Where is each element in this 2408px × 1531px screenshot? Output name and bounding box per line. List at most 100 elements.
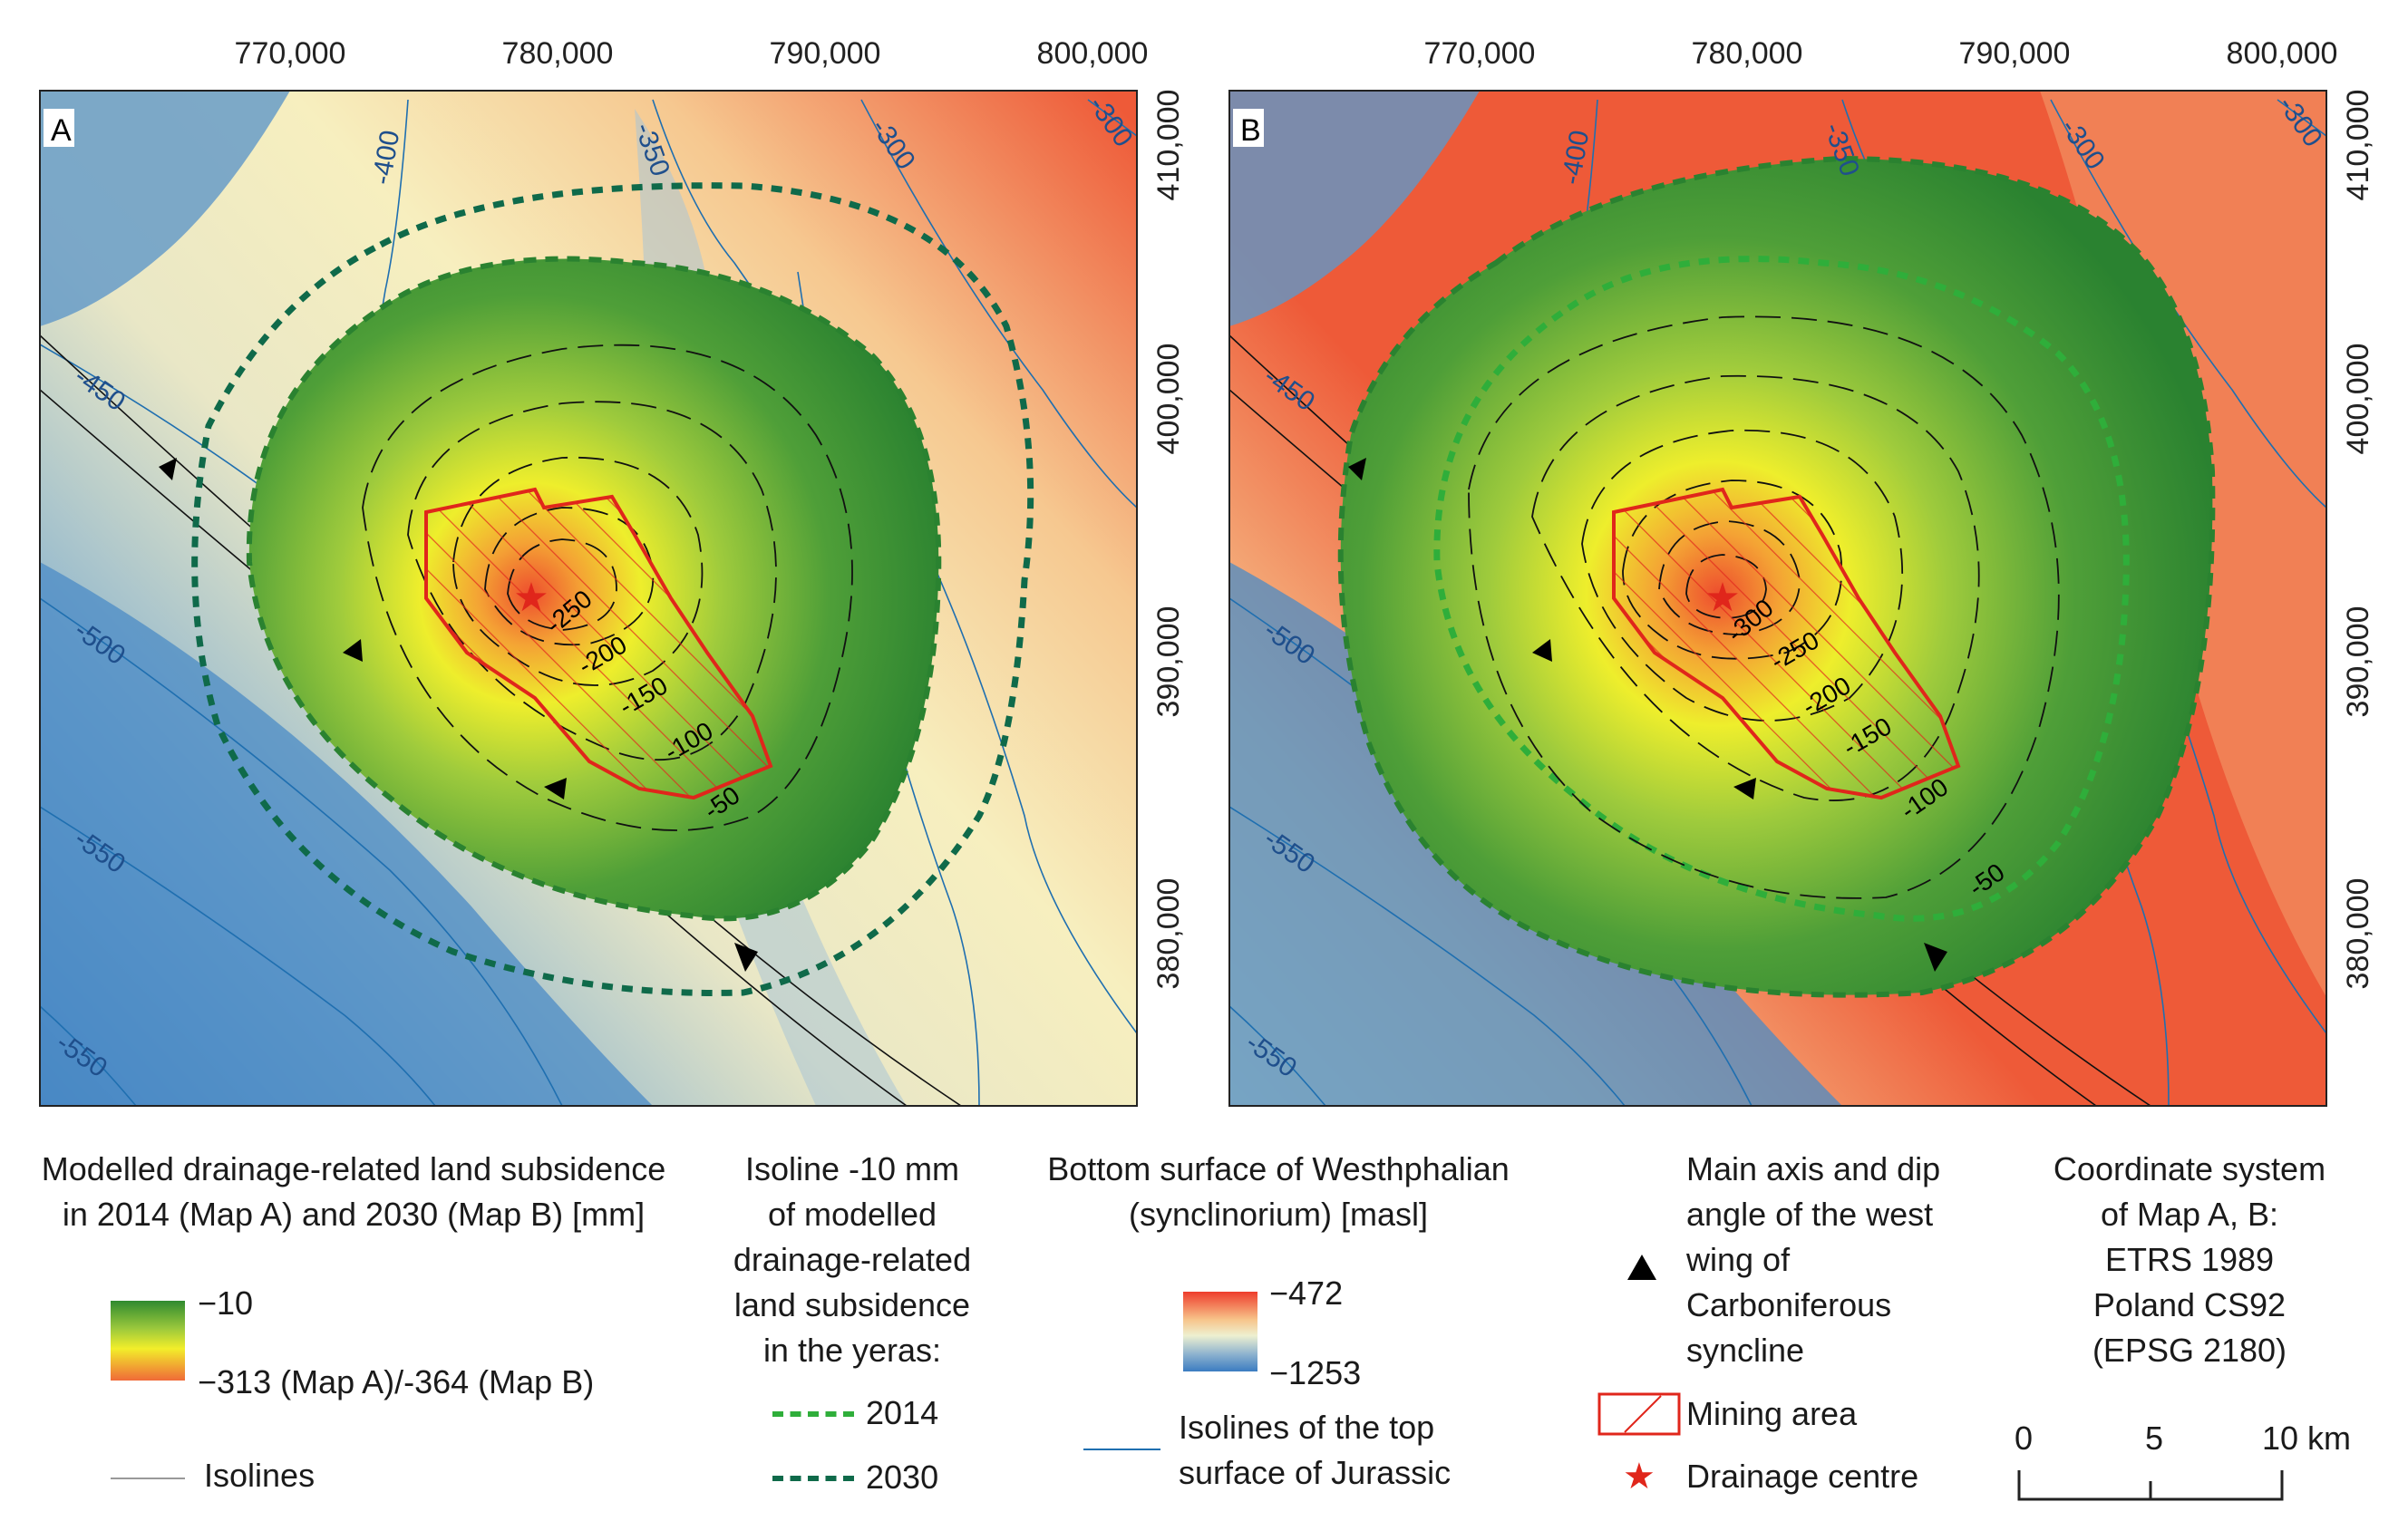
scale-10-label: 10 km xyxy=(2262,1420,2352,1457)
jurassic-isoline-300b-a xyxy=(1087,99,1137,137)
scale-bar xyxy=(2017,1470,2284,1501)
map-b: ★ B -400 -350 -300 -300 -450 -500 -550 -… xyxy=(1228,90,2328,1107)
axis-line-4: Carboniferous xyxy=(1686,1286,1892,1323)
scale-0-label: 0 xyxy=(2015,1420,2034,1457)
x-tick-800k-a: 800,000 xyxy=(1037,36,1149,71)
subsidence-min-label: −313 (Map A)/-364 (Map B) xyxy=(198,1363,595,1400)
isoline-10mm-2014-b xyxy=(1433,256,2130,922)
dip-triangle-b1 xyxy=(1348,458,1366,480)
isoline-2014-label: 2014 xyxy=(866,1394,939,1431)
coords-line-3: ETRS 1989 xyxy=(2104,1241,2275,1278)
subsidence-max-label: −10 xyxy=(198,1284,254,1322)
jurassic-isoline-300-b xyxy=(2050,99,2326,509)
isoline10-line-4: land subsidence xyxy=(733,1286,971,1323)
legend-features: Main axis and dip angle of the west wing… xyxy=(1686,1147,1958,1373)
westphalian-color-ramp xyxy=(1183,1292,1257,1371)
jurassic-isoline-550-b xyxy=(1229,806,1626,1106)
subsidence-isolines-swatch xyxy=(111,1478,185,1479)
map-b-label-box xyxy=(1233,109,1264,147)
axis-triangle-icon xyxy=(1627,1255,1656,1280)
map-a-label-box xyxy=(44,109,74,147)
y-tick-410k-b: 410,000 xyxy=(2341,90,2375,201)
jurassic-label-2: surface of Jurassic xyxy=(1179,1454,1452,1491)
legend-coords: Coordinate system of Map A, B: ETRS 1989… xyxy=(2040,1147,2339,1373)
isoline10-line-3: drainage-related xyxy=(733,1241,972,1278)
westphalian-low-a xyxy=(40,91,290,326)
isoline-2030-swatch xyxy=(772,1476,854,1481)
map-b-label: B xyxy=(1240,113,1261,148)
jurassic-isoline-300-a xyxy=(860,99,1137,509)
coords-line-1: Coordinate system xyxy=(2053,1150,2326,1187)
axis-line-5: syncline xyxy=(1686,1332,1805,1369)
x-tick-790k-a: 790,000 xyxy=(770,36,881,71)
jurassic-label-1: Isolines of the top xyxy=(1179,1409,1435,1446)
isoline-10mm-2030-a xyxy=(191,182,1034,996)
drainage-centre-star-a: ★ xyxy=(513,575,549,621)
subsidence-color-ramp xyxy=(111,1301,185,1381)
map-a-frame xyxy=(39,90,1138,1107)
axis-line-3: wing of xyxy=(1686,1241,1791,1278)
map-b-frame xyxy=(1228,90,2327,1107)
isoline10-line-1: Isoline -10 mm xyxy=(744,1150,960,1187)
x-tick-780k-b: 780,000 xyxy=(1692,36,1803,71)
mining-area-label: Mining area xyxy=(1686,1395,1858,1432)
coords-line-2: of Map A, B: xyxy=(2100,1196,2279,1233)
dip-triangle-b4 xyxy=(1924,943,1947,972)
westphalian-max-label: −472 xyxy=(1269,1274,1344,1312)
westphalian-title-2: (synclinorium) [masl] xyxy=(1128,1196,1429,1233)
legend-westphalian: Bottom surface of Westhphalian (synclino… xyxy=(1043,1147,1514,1237)
y-tick-410k-a: 410,000 xyxy=(1151,90,1186,201)
dip-triangle-a3 xyxy=(544,778,567,799)
axis-line-1: Main axis and dip xyxy=(1686,1150,1941,1187)
axis-line-2: angle of the west xyxy=(1686,1196,1934,1233)
x-tick-770k-a: 770,000 xyxy=(235,36,346,71)
drainage-centre-star-b: ★ xyxy=(1704,575,1740,621)
coords-line-4: Poland CS92 xyxy=(2092,1286,2287,1323)
mining-area-icon xyxy=(1597,1392,1681,1436)
x-tick-780k-a: 780,000 xyxy=(502,36,614,71)
subsidence-isolines-label: Isolines xyxy=(204,1457,316,1494)
isoline-2030-label: 2030 xyxy=(866,1458,939,1496)
subsidence-isoline-150-b xyxy=(1581,429,1904,722)
legend-isoline10: Isoline -10 mm of modelled drainage-rela… xyxy=(725,1147,979,1373)
westphalian-low-b1 xyxy=(1229,91,1480,326)
x-tick-790k-b: 790,000 xyxy=(1959,36,2071,71)
mining-area-a xyxy=(424,487,773,800)
dip-triangle-b2 xyxy=(1532,639,1552,662)
westphalian-low-b xyxy=(40,562,653,1106)
jurassic-isoline-500-a xyxy=(40,597,563,1106)
subsidence-isoline-50-b xyxy=(1468,315,2060,899)
isoline10-line-2: of modelled xyxy=(767,1196,937,1233)
jurassic-isoline-300b-b xyxy=(2277,99,2326,137)
westphalian-title-1: Bottom surface of Westhphalian xyxy=(1047,1150,1510,1187)
legend-subsidence: Modelled drainage-related land subsidenc… xyxy=(36,1147,671,1237)
jurassic-isoline-swatch xyxy=(1083,1449,1160,1450)
scale-5-label: 5 xyxy=(2145,1420,2164,1457)
legend-subsidence-title-1: Modelled drainage-related land subsidenc… xyxy=(41,1150,666,1187)
westphalian-min-label: −1253 xyxy=(1269,1354,1362,1391)
star-icon: ★ xyxy=(1623,1456,1656,1497)
dip-triangle-b3 xyxy=(1733,778,1756,799)
isoline-2014-swatch xyxy=(772,1411,854,1417)
dip-triangle-a2 xyxy=(343,639,363,662)
maps-figure: ★ A -400 -350 -300 -300 -450 -500 -550 -… xyxy=(39,36,2375,1107)
y-tick-380k-a: 380,000 xyxy=(1151,878,1186,990)
subsidence-isoline-100-b xyxy=(1531,374,1980,801)
jurassic-isoline-550b-a xyxy=(40,1005,137,1106)
x-tick-800k-b: 800,000 xyxy=(2227,36,2338,71)
jurassic-isoline-550-a xyxy=(40,806,436,1106)
coords-line-5: (EPSG 2180) xyxy=(2092,1332,2287,1369)
x-tick-770k-b: 770,000 xyxy=(1424,36,1536,71)
subsidence-isoline-100-a xyxy=(407,401,777,761)
y-tick-390k-b: 390,000 xyxy=(2341,606,2375,718)
isoline10-line-5: in the yeras: xyxy=(762,1332,942,1369)
y-tick-390k-a: 390,000 xyxy=(1151,606,1186,718)
y-tick-400k-a: 400,000 xyxy=(1151,344,1186,455)
map-a: ★ A -400 -350 -300 -300 -450 -500 -550 -… xyxy=(39,90,1139,1107)
mining-area-b xyxy=(1612,487,1961,800)
legend-subsidence-title-2: in 2014 (Map A) and 2030 (Map B) [mm] xyxy=(62,1196,646,1233)
subsidence-isoline-50-a xyxy=(362,344,853,831)
dip-triangle-a1 xyxy=(159,458,177,480)
dip-triangle-a4 xyxy=(734,943,758,972)
y-tick-400k-b: 400,000 xyxy=(2341,344,2375,455)
